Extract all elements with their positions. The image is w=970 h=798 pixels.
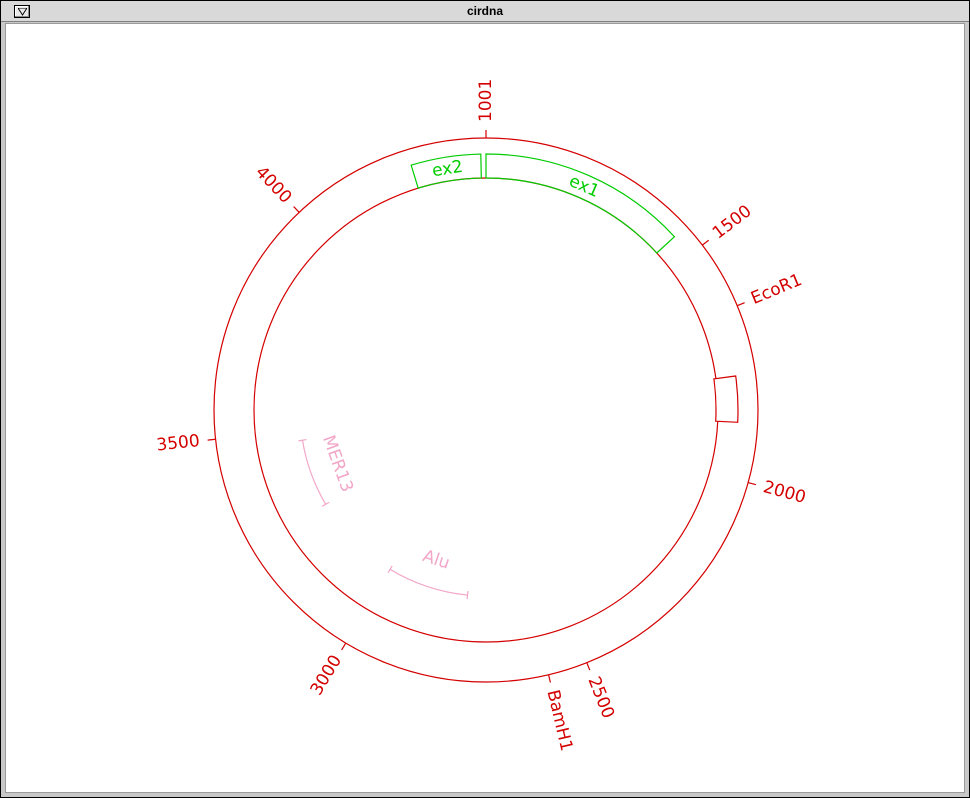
restriction-site-tick [547, 674, 552, 683]
scale-tick [341, 642, 347, 651]
repeat-arc [301, 440, 327, 505]
repeat-arc [389, 568, 468, 596]
exon-label: ex1 [566, 171, 602, 202]
scale-tick-label: 1001 [476, 79, 496, 122]
feature-box [713, 375, 739, 423]
repeat-end-cap [298, 438, 307, 442]
exon-block [410, 153, 482, 189]
exon-block [485, 153, 676, 254]
window-menu-button[interactable] [14, 5, 30, 18]
scale-tick-label: 3500 [156, 431, 201, 456]
repeat-end-cap [466, 591, 469, 600]
scale-tick-label: 2500 [583, 674, 618, 722]
repeat-end-cap [321, 501, 330, 507]
scale-tick [293, 206, 300, 213]
repeat-label: MER13 [318, 433, 357, 495]
window-menu-icon [18, 8, 27, 16]
scale-tick-label: 3000 [307, 652, 346, 699]
plot-canvas: 1001 1500 2000 2500 3000 3500 4000 EcoR1 BamH1 ex… [5, 23, 965, 793]
restriction-site-label: EcoR1 [748, 270, 805, 309]
title-bar[interactable]: cirdna [1, 1, 969, 22]
repeat-end-cap [387, 565, 393, 574]
restriction-site-label: BamH1 [543, 688, 577, 753]
exon-label: ex2 [431, 157, 465, 182]
scale-tick-label: 4000 [251, 162, 295, 207]
scale-tick [747, 481, 757, 486]
scale-tick-label: 2000 [761, 477, 808, 508]
window-title: cirdna [466, 4, 503, 18]
outer-ring [213, 137, 759, 683]
scale-tick [701, 239, 710, 246]
scale-tick-label: 1500 [709, 201, 756, 243]
restriction-site-tick [736, 302, 745, 307]
scale-tick [207, 438, 216, 441]
inner-ring [253, 177, 719, 643]
circular-dna-map: 1001 1500 2000 2500 3000 3500 4000 EcoR1 BamH1 ex… [156, 79, 808, 753]
repeat-label: Alu [420, 546, 452, 574]
scale-tick [586, 662, 591, 671]
